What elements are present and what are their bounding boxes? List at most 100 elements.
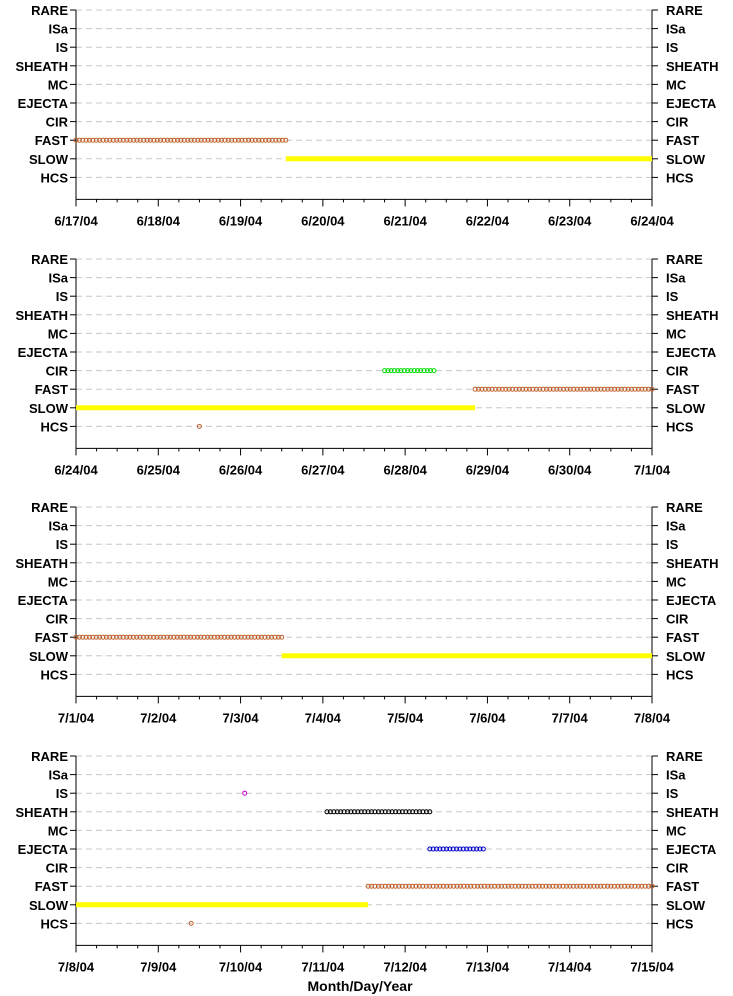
data-point (196, 423, 202, 429)
x-tick-label: 7/13/04 (466, 959, 510, 974)
data-point (635, 883, 641, 889)
data-point (249, 137, 255, 143)
y-tick-label-left: IS (56, 537, 69, 552)
data-point (362, 809, 368, 815)
data-point (73, 137, 79, 143)
y-tick-label-right: SLOW (666, 649, 706, 664)
data-point (526, 883, 532, 889)
data-point (188, 137, 194, 143)
data-point (93, 137, 99, 143)
data-point (235, 634, 241, 640)
data-point (134, 137, 140, 143)
data-point (272, 634, 278, 640)
data-point (225, 137, 231, 143)
data-point (591, 386, 597, 392)
data-point (478, 883, 484, 889)
data-point (560, 883, 566, 889)
data-point (413, 883, 419, 889)
data-point (164, 634, 170, 640)
segment-fast (73, 634, 285, 640)
data-point (205, 137, 211, 143)
data-point (73, 634, 79, 640)
data-point (457, 883, 463, 889)
data-point (628, 883, 634, 889)
y-tick-label-right: HCS (666, 170, 694, 185)
data-point (430, 883, 436, 889)
data-point (546, 883, 552, 889)
data-point (188, 634, 194, 640)
data-point (238, 634, 244, 640)
data-point (615, 883, 621, 889)
data-point (618, 883, 624, 889)
data-point (219, 137, 225, 143)
data-point (530, 386, 536, 392)
data-point (431, 368, 437, 374)
data-point (615, 386, 621, 392)
y-tick-label-left: EJECTA (18, 842, 69, 857)
data-point (120, 634, 126, 640)
y-tick-label-left: MC (48, 823, 69, 838)
data-point (113, 634, 119, 640)
data-point (540, 386, 546, 392)
data-point (470, 846, 476, 852)
y-tick-label-left: ISa (48, 519, 68, 534)
data-point (202, 137, 208, 143)
data-point (141, 137, 147, 143)
data-point (369, 883, 375, 889)
data-point (365, 883, 371, 889)
data-point (265, 634, 271, 640)
panel-2: RARE RARE ISa ISa IS IS SHEATH SHEATH MC MC EJECTA… (16, 252, 719, 477)
data-point (516, 386, 522, 392)
data-point (406, 883, 412, 889)
y-tick-label-right: HCS (666, 916, 694, 931)
data-point (635, 386, 641, 392)
data-point (110, 137, 116, 143)
data-point (107, 137, 113, 143)
y-tick-label-right: FAST (666, 382, 699, 397)
y-tick-label-right: HCS (666, 419, 694, 434)
data-point (331, 809, 337, 815)
data-point (97, 634, 103, 640)
y-tick-label-left: MC (48, 574, 69, 589)
data-point (413, 809, 419, 815)
data-point (649, 883, 655, 889)
segment-fast (73, 137, 289, 143)
x-tick-label: 6/25/04 (137, 462, 181, 477)
y-tick-label-left: ISa (48, 271, 68, 286)
y-tick-label-right: MC (666, 326, 687, 341)
x-tick-label: 7/2/04 (140, 710, 177, 725)
data-point (275, 634, 281, 640)
data-point (97, 137, 103, 143)
y-tick-label-right: SHEATH (666, 805, 718, 820)
data-point (629, 386, 635, 392)
x-tick-label: 6/29/04 (466, 462, 510, 477)
data-point (334, 809, 340, 815)
data-point (447, 846, 453, 852)
data-point (279, 634, 285, 640)
segment-is (242, 790, 248, 796)
y-tick-label-left: IS (56, 289, 69, 304)
data-point (385, 368, 391, 374)
data-point (127, 634, 133, 640)
y-tick-label-right: RARE (666, 749, 703, 764)
data-point (509, 883, 515, 889)
data-point (477, 846, 483, 852)
data-point (608, 386, 614, 392)
y-tick-label-right: MC (666, 574, 687, 589)
data-point (246, 137, 252, 143)
x-tick-label: 7/11/04 (302, 959, 345, 974)
y-tick-label-right: IS (666, 537, 679, 552)
data-point (93, 634, 99, 640)
data-point (212, 137, 218, 143)
data-point (372, 809, 378, 815)
segment-hcs (188, 920, 194, 926)
data-point (382, 809, 388, 815)
data-point (570, 883, 576, 889)
data-point (83, 634, 89, 640)
data-point (327, 809, 333, 815)
data-point (424, 368, 430, 374)
y-tick-label-right: ISa (666, 768, 686, 783)
data-point (495, 883, 501, 889)
data-point (540, 883, 546, 889)
